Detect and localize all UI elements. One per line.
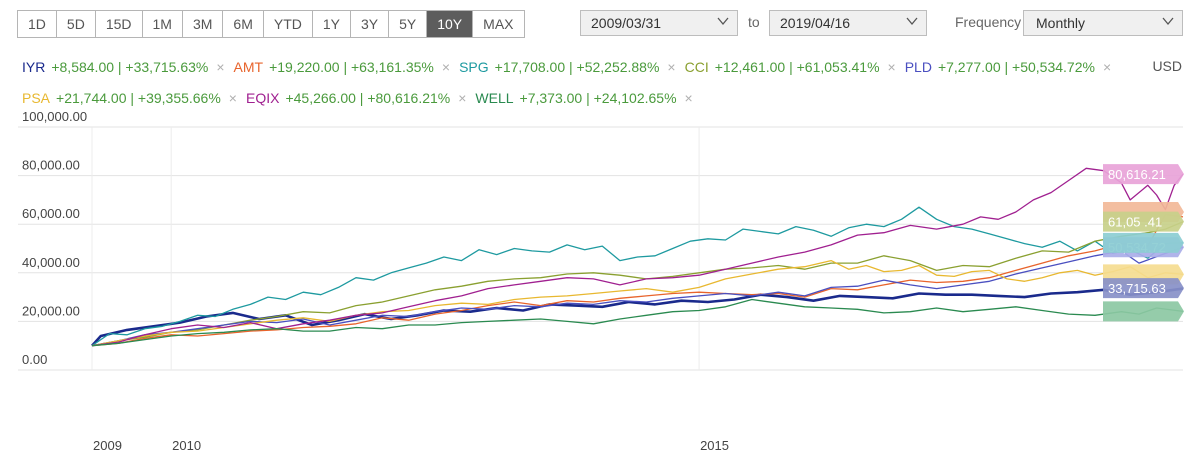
legend-item-psa: PSA +21,744.00 | +39,355.66% ×: [22, 90, 237, 106]
end-label-text-cci: 61,05 .41: [1108, 215, 1162, 230]
remove-series-icon[interactable]: ×: [1102, 59, 1112, 75]
date-from-value: 2009/03/31: [591, 15, 662, 31]
legend-change: +7,277.00 | +50,534.72%: [937, 59, 1095, 75]
chevron-down-icon: [717, 17, 729, 26]
series-line-well: [91, 298, 1184, 347]
legend-ticker: IYR: [22, 59, 46, 75]
chevron-down-icon: [1162, 17, 1174, 26]
range-tab-1y[interactable]: 1Y: [313, 11, 351, 37]
range-tab-1d[interactable]: 1D: [18, 11, 57, 37]
end-label-iyr: [1103, 278, 1184, 299]
y-tick-label: 80,000.00: [22, 158, 80, 173]
chevron-down-icon: [906, 17, 918, 26]
range-tab-5y[interactable]: 5Y: [389, 11, 428, 37]
y-tick-label: 40,000.00: [22, 255, 80, 270]
x-tick-label: 2010: [172, 438, 201, 453]
end-label-text-iyr: 33,715.63: [1108, 281, 1166, 296]
legend-ticker: WELL: [475, 90, 514, 106]
date-from-select[interactable]: 2009/03/31: [580, 10, 738, 36]
remove-series-icon[interactable]: ×: [216, 59, 225, 75]
line-chart: 100,000.00 80,000.00 60,000.00 40,000.00 20,…: [18, 110, 1184, 453]
range-tab-1m[interactable]: 1M: [143, 11, 183, 37]
legend-change: +19,220.00 | +63,161.35%: [269, 59, 434, 75]
legend-item-eqix: EQIX +45,266.00 | +80,616.21% ×: [246, 90, 466, 106]
range-tab-ytd[interactable]: YTD: [264, 11, 313, 37]
y-tick-label: 20,000.00: [22, 303, 80, 318]
remove-series-icon[interactable]: ×: [228, 90, 237, 106]
remove-series-icon[interactable]: ×: [667, 59, 676, 75]
legend-item-amt: AMT +19,220.00 | +63,161.35% ×: [234, 59, 451, 75]
legend-item-cci: CCI +12,461.00 | +61,053.41% ×: [685, 59, 896, 75]
series-line-eqix: [91, 167, 1184, 347]
remove-series-icon[interactable]: ×: [684, 90, 693, 106]
legend-item-iyr: IYR +8,584.00 | +33,715.63% ×: [22, 59, 225, 75]
legend-change: +21,744.00 | +39,355.66%: [56, 90, 221, 106]
legend-change: +8,584.00 | +33,715.63%: [51, 59, 209, 75]
y-tick-label: 100,000.00: [22, 110, 87, 124]
range-tab-3m[interactable]: 3M: [183, 11, 224, 37]
legend-change: +12,461.00 | +61,053.41%: [714, 59, 880, 75]
end-label-text-eqix: 80,616.21: [1108, 167, 1166, 182]
range-tab-10y[interactable]: 10Y: [427, 11, 474, 37]
end-label-spg: [1103, 232, 1184, 253]
end-label-well: [1103, 301, 1184, 322]
series-line-spg: [91, 206, 1184, 347]
series-line-pld: [91, 246, 1184, 347]
legend-ticker: EQIX: [245, 90, 280, 106]
legend-ticker: PSA: [22, 90, 51, 106]
currency-label: USD: [1152, 58, 1182, 74]
series-line-cci: [91, 221, 1184, 347]
range-tab-6m[interactable]: 6M: [223, 11, 264, 37]
remove-series-icon[interactable]: ×: [458, 90, 467, 106]
x-tick-label: 2009: [93, 438, 122, 453]
frequency-value: Monthly: [1036, 15, 1086, 31]
y-tick-label: 60,000.00: [22, 206, 80, 221]
legend-ticker: PLD: [904, 59, 932, 75]
range-tabs: 1D 5D 15D 1M 3M 6M YTD 1Y 3Y 5Y 10Y MAX: [17, 10, 525, 38]
range-tab-3y[interactable]: 3Y: [351, 11, 390, 37]
range-tab-15d[interactable]: 15D: [96, 11, 143, 37]
end-label-eqix: [1103, 164, 1184, 185]
legend-change: +45,266.00 | +80,616.21%: [285, 90, 451, 106]
x-tick-label: 2015: [700, 438, 729, 453]
legend-change: +17,708.00 | +52,252.88%: [494, 59, 660, 75]
legend-item-well: WELL +7,373.00 | +24,102.65% ×: [475, 90, 692, 106]
frequency-select[interactable]: Monthly: [1023, 10, 1183, 36]
range-tab-max[interactable]: MAX: [483, 16, 514, 32]
date-to-label: to: [748, 14, 760, 30]
frequency-label: Frequency: [955, 14, 1022, 30]
y-tick-label: 0.00: [22, 352, 47, 367]
date-to-select[interactable]: 2019/04/16: [769, 10, 927, 36]
legend-row: IYR +8,584.00 | +33,715.63% × AMT +19,220.00…: [22, 57, 1120, 77]
remove-series-icon[interactable]: ×: [441, 59, 451, 75]
legend-ticker: CCI: [684, 59, 709, 75]
remove-series-icon[interactable]: ×: [887, 59, 896, 75]
legend-item-pld: PLD +7,277.00 | +50,534.72% ×: [905, 59, 1111, 75]
series-line-amt: [91, 213, 1184, 347]
legend-change: +7,373.00 | +24,102.65%: [519, 90, 677, 106]
series-line-psa: [91, 259, 1184, 347]
date-to-value: 2019/04/16: [780, 15, 851, 31]
range-tab-5d[interactable]: 5D: [57, 11, 96, 37]
legend-ticker: AMT: [233, 59, 264, 75]
legend-row: PSA +21,744.00 | +39,355.66% × EQIX +45,266.…: [22, 88, 702, 108]
legend-ticker: SPG: [459, 59, 489, 75]
end-label-cci: [1103, 211, 1184, 232]
legend-item-spg: SPG +17,708.00 | +52,252.88% ×: [459, 59, 676, 75]
